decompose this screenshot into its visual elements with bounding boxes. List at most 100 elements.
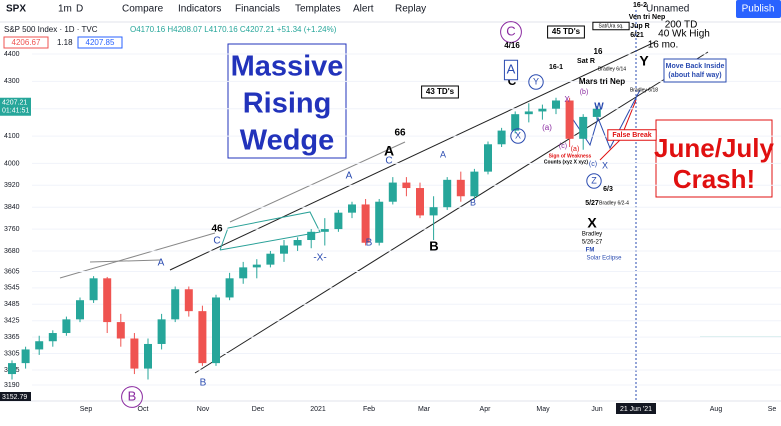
label-box xyxy=(607,129,657,141)
price-tick-label: 3545 xyxy=(4,285,20,292)
annotation: Counts (xyz X xyz) xyxy=(544,159,589,165)
candle-body xyxy=(524,111,533,115)
annotation: 6/3 xyxy=(603,186,613,193)
legend-ohlc: O4170.16 H4208.07 L4170.16 C4207.21 +51.… xyxy=(130,25,337,34)
crosshair-date-tag xyxy=(616,403,656,414)
candle-body xyxy=(62,319,71,334)
annotation: Sat/Ura sq. xyxy=(598,23,623,29)
candle-body xyxy=(198,311,207,364)
annotation: C xyxy=(506,23,515,38)
price-tick-label: 4100 xyxy=(4,133,20,140)
leader-line xyxy=(89,259,161,263)
annotation: A xyxy=(384,143,394,159)
toolbar-button[interactable]: Financials xyxy=(235,4,280,15)
candle-body xyxy=(280,245,288,254)
candle xyxy=(144,338,152,380)
layout-name[interactable]: Unnamed xyxy=(646,4,689,15)
candle xyxy=(470,168,479,199)
candle-body xyxy=(320,229,329,232)
candle-body xyxy=(76,300,84,320)
candle xyxy=(198,305,207,366)
candle-body xyxy=(307,231,316,241)
toolbar-button[interactable]: Replay xyxy=(395,4,426,15)
time-tick-label: Dec xyxy=(252,406,265,413)
candle xyxy=(225,272,234,301)
candle-body xyxy=(484,144,492,172)
toolbar-button[interactable]: Indicators xyxy=(178,4,221,15)
annotation: 43 TD's xyxy=(426,87,455,96)
time-tick-label: May xyxy=(536,406,550,413)
candle-body xyxy=(497,130,506,145)
candle-body xyxy=(225,278,234,298)
trend-line xyxy=(169,41,656,271)
annotation: Bradley 6/14 xyxy=(598,66,626,72)
price-tick-label: 3920 xyxy=(4,182,20,189)
candle xyxy=(266,250,275,268)
wave-circle xyxy=(121,386,143,408)
candle xyxy=(375,198,384,246)
time-tick-label: Se xyxy=(768,406,777,413)
annotation: Y xyxy=(639,53,649,69)
candle xyxy=(130,333,139,375)
toolbar-button[interactable]: Alert xyxy=(353,4,374,15)
publish-label[interactable]: Publish xyxy=(742,4,775,15)
candle-body xyxy=(103,278,112,323)
candle-body xyxy=(21,349,30,364)
symbol[interactable]: SPX xyxy=(6,4,26,15)
candle-body xyxy=(8,363,16,375)
candle-body xyxy=(48,333,57,342)
candle-body xyxy=(252,264,261,268)
time-tick-label: 21 Jun '21 xyxy=(620,406,652,413)
annotation: Mars tri Nep xyxy=(579,77,625,86)
price-tick-label: 3485 xyxy=(4,301,20,308)
annotation: B xyxy=(200,378,207,389)
candle-body xyxy=(511,114,520,131)
time-tick-label: 2021 xyxy=(310,406,326,413)
toolbar-button[interactable]: Compare xyxy=(122,4,164,15)
channel xyxy=(219,211,321,251)
price-tick-label: 3305 xyxy=(4,350,20,357)
candle-body xyxy=(239,267,248,279)
candle-body xyxy=(579,116,588,139)
annotation: X xyxy=(515,130,521,140)
candle xyxy=(348,201,356,219)
annotation: X xyxy=(564,95,570,104)
annotation: 40 Wk High xyxy=(658,29,710,40)
annotation: -X- xyxy=(313,253,326,264)
wave-circle xyxy=(500,21,522,43)
candle-body xyxy=(592,108,601,117)
label-box xyxy=(421,85,459,99)
interval[interactable]: D xyxy=(76,4,83,15)
text-box xyxy=(227,43,347,159)
candle xyxy=(184,286,193,317)
leader-line xyxy=(59,232,216,279)
candle-body xyxy=(552,100,560,109)
annotation: C xyxy=(385,156,392,167)
annotation: 5/27 xyxy=(585,200,599,207)
annotation: Wedge xyxy=(240,125,335,157)
candle-body xyxy=(184,289,193,312)
interval[interactable]: 1m xyxy=(58,4,72,15)
toolbar-button[interactable]: Templates xyxy=(295,4,341,15)
annotation: FM xyxy=(586,248,595,254)
candle-body xyxy=(538,108,547,112)
candle-body xyxy=(416,188,424,216)
ask-box[interactable] xyxy=(77,36,123,49)
annotation: (c) xyxy=(559,143,567,150)
candle-body xyxy=(212,297,220,364)
price-tick-label: 4000 xyxy=(4,160,20,167)
candle-body xyxy=(388,182,397,202)
annotation: Bradley xyxy=(582,232,602,238)
publish-button[interactable] xyxy=(736,0,781,18)
bid-box[interactable] xyxy=(3,36,49,49)
annotation: (a) xyxy=(571,146,580,153)
candle xyxy=(76,297,84,323)
time-tick-label: Nov xyxy=(197,406,210,413)
candle xyxy=(252,259,261,279)
annotation: 66 xyxy=(394,128,406,139)
annotation: C xyxy=(508,74,517,88)
low-price-tag xyxy=(0,392,31,401)
candle xyxy=(592,105,601,120)
price-tick-label: 3680 xyxy=(4,248,20,255)
